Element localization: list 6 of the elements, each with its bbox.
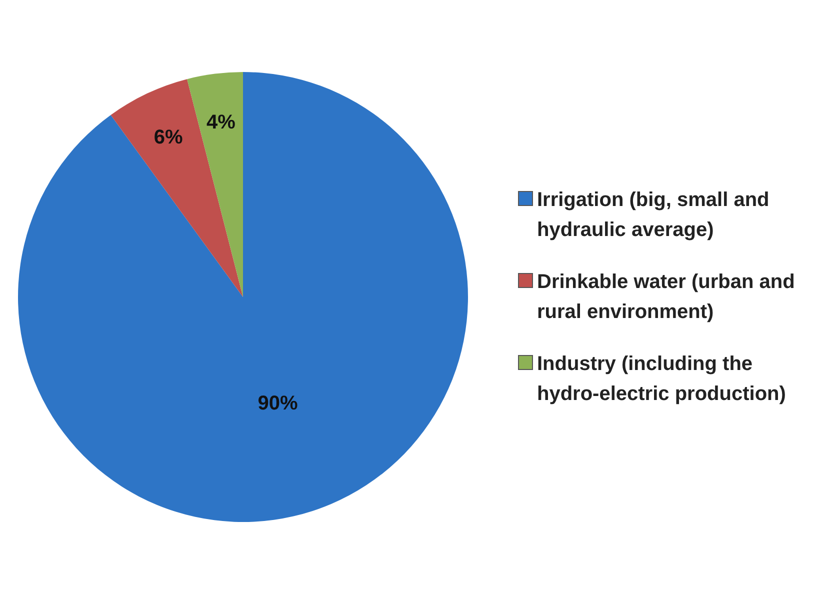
data-label: 90% (258, 392, 298, 415)
data-label: 4% (206, 111, 236, 134)
data-label: 6% (154, 126, 183, 149)
legend-label: Irrigation (big, small and hydraulic average) (537, 188, 770, 243)
legend-label: Industry (including the hydro-electric production) (537, 352, 787, 407)
legend-label: Drinkable water (urban and rural environment) (537, 270, 796, 325)
